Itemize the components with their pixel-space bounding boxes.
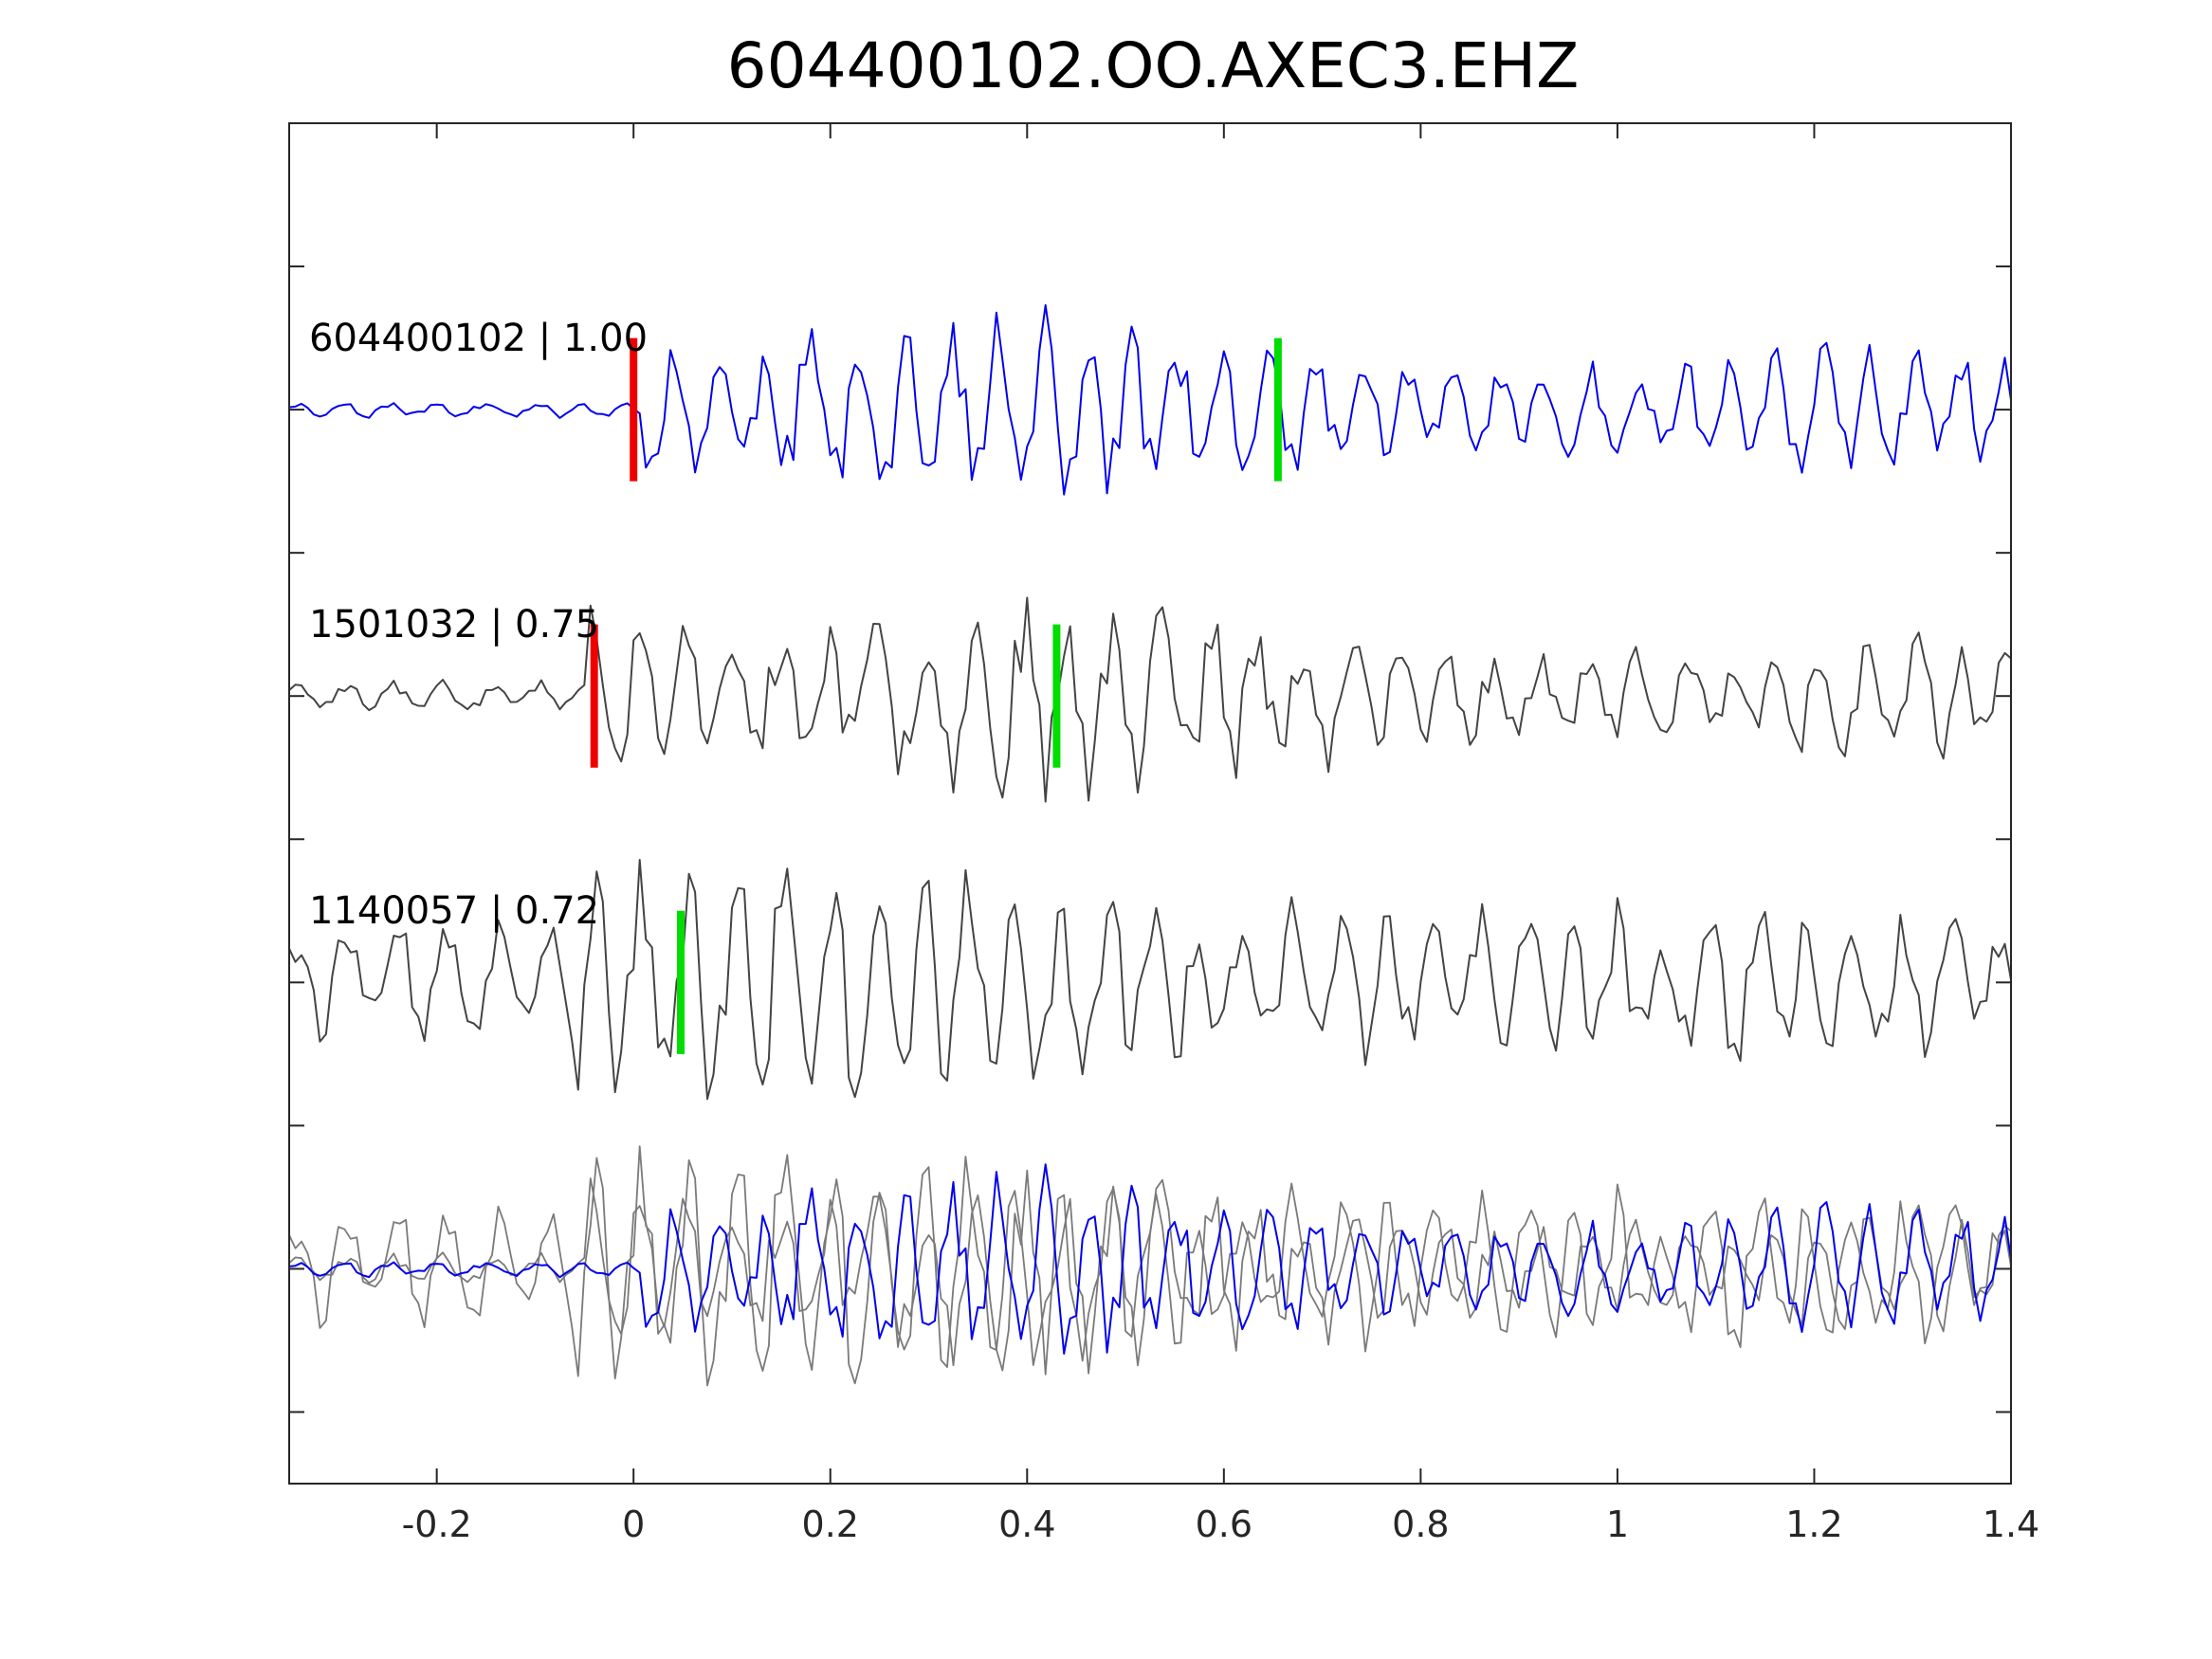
x-tick-label: 0.4 [998,1504,1055,1545]
axes-frame [288,122,2012,1485]
x-tick-label: 0.2 [802,1504,859,1545]
trace-1501032 [289,596,2011,803]
x-tick-label: 0.8 [1392,1504,1449,1545]
trace-1140057 [289,859,2011,1101]
traces-layer [289,303,2011,1387]
x-tick-label: 1.2 [1785,1504,1842,1545]
x-tick-label: 1.4 [1983,1504,2039,1545]
trace-label-604400102: 604400102 | 1.00 [309,317,648,360]
x-tick-label: -0.2 [402,1504,472,1545]
x-tick-label: 0 [622,1504,645,1545]
chart-title: 604400102.OO.AXEC3.EHZ [727,29,1580,102]
trace-labels: 604400102 | 1.00 1501032 | 0.75 1140057 … [309,317,648,933]
trace-label-1140057: 1140057 | 0.72 [309,889,599,933]
trace-604400102 [289,303,2011,496]
trace-label-1501032: 1501032 | 0.75 [309,603,599,647]
plot-area: 604400102 | 1.00 1501032 | 0.75 1140057 … [288,122,2039,1545]
x-tick-label: 1 [1606,1504,1629,1545]
x-tick-label: 0.6 [1196,1504,1252,1545]
overlay-trace-604400102 [289,1163,2011,1355]
axis-ticks: -0.2 0 0.2 0.4 0.6 0.8 1 1.2 1.4 [289,123,2039,1545]
picks-layer [590,337,1282,1054]
